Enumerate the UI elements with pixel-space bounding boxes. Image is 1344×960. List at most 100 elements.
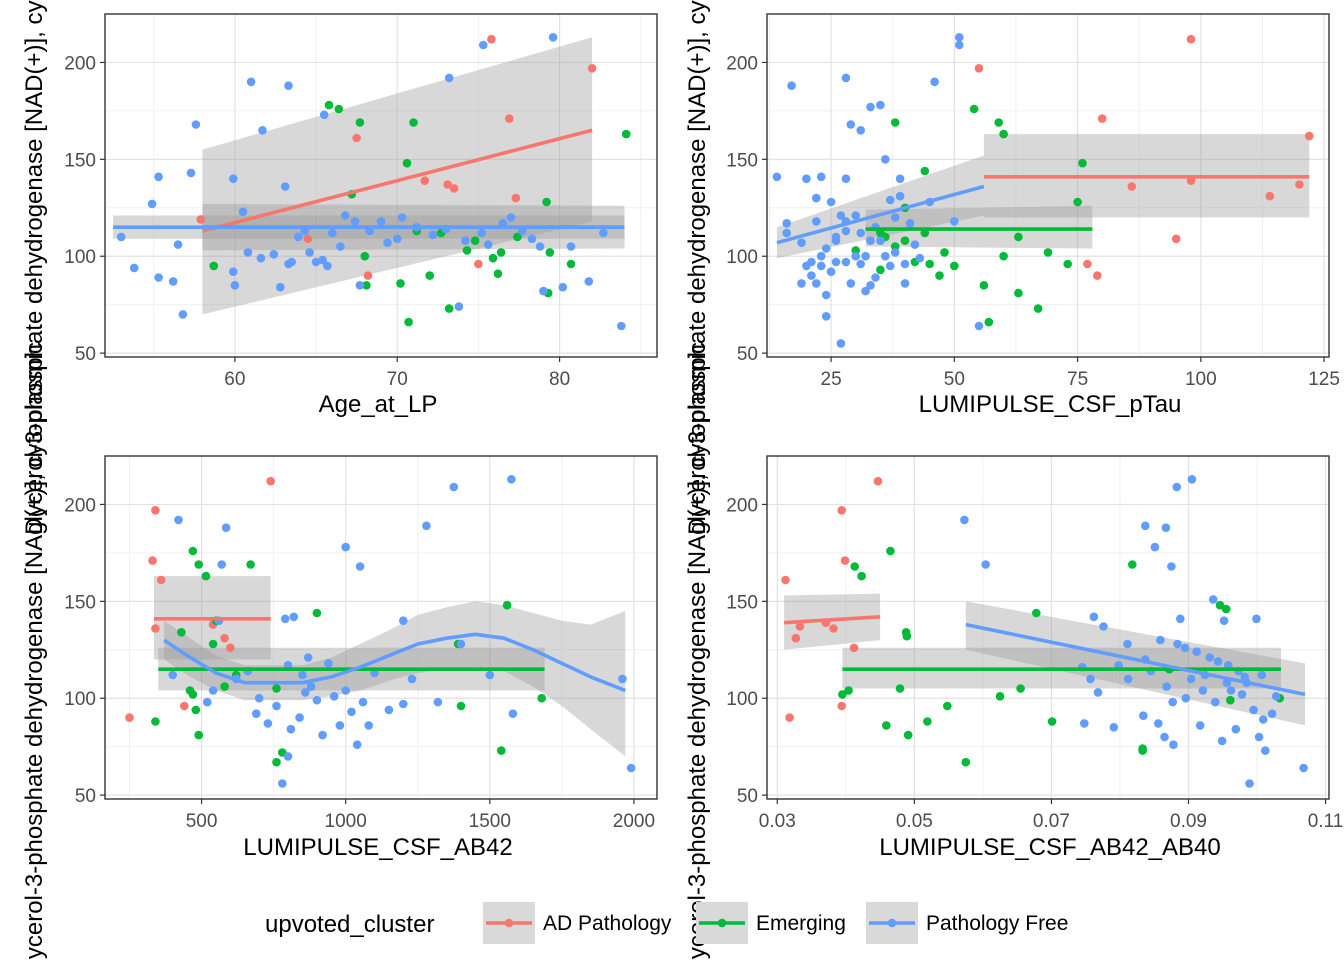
data-point bbox=[850, 562, 859, 571]
data-point bbox=[807, 271, 816, 280]
data-point bbox=[940, 248, 949, 257]
x-tick-label: 1000 bbox=[325, 811, 367, 832]
data-point bbox=[362, 281, 371, 290]
data-point bbox=[838, 690, 847, 699]
data-point bbox=[599, 228, 608, 238]
data-point bbox=[537, 693, 546, 703]
data-point bbox=[324, 659, 333, 668]
data-point bbox=[1047, 717, 1057, 726]
data-point bbox=[1254, 732, 1264, 742]
legend-key-point bbox=[717, 918, 727, 928]
data-point bbox=[180, 701, 189, 711]
data-point bbox=[286, 724, 296, 734]
data-point bbox=[220, 633, 229, 643]
data-point bbox=[449, 184, 459, 193]
panel-1: 50 100 150 200 60 70 80 Age_at_LP bbox=[64, 13, 658, 418]
data-point bbox=[802, 174, 811, 183]
data-point bbox=[254, 693, 264, 703]
data-point bbox=[1123, 639, 1132, 649]
data-point bbox=[895, 684, 905, 693]
data-point bbox=[293, 232, 303, 242]
data-point bbox=[841, 174, 851, 183]
data-point bbox=[283, 752, 293, 761]
data-point bbox=[185, 686, 195, 695]
data-point bbox=[821, 290, 831, 300]
data-point bbox=[943, 701, 952, 711]
data-point bbox=[454, 302, 464, 311]
data-point bbox=[229, 174, 238, 183]
panel-background bbox=[767, 14, 1329, 357]
data-point bbox=[856, 126, 865, 135]
data-point bbox=[269, 250, 279, 259]
data-point bbox=[221, 523, 231, 532]
data-point bbox=[871, 273, 880, 282]
data-point bbox=[846, 120, 856, 129]
data-point bbox=[836, 211, 846, 220]
data-point bbox=[329, 692, 339, 701]
data-point bbox=[856, 259, 865, 269]
data-point bbox=[900, 259, 910, 269]
data-point bbox=[881, 251, 890, 261]
data-point bbox=[841, 226, 851, 236]
data-point bbox=[974, 321, 984, 331]
data-point bbox=[545, 248, 555, 257]
fit-line bbox=[776, 184, 985, 245]
data-point bbox=[925, 259, 934, 269]
data-point bbox=[177, 628, 186, 637]
data-point bbox=[812, 217, 821, 226]
data-point bbox=[156, 575, 166, 585]
data-point bbox=[617, 321, 626, 331]
data-point bbox=[404, 317, 413, 327]
data-point bbox=[506, 213, 516, 222]
data-point bbox=[857, 571, 866, 581]
data-point bbox=[900, 279, 910, 288]
data-point bbox=[246, 560, 255, 569]
data-point bbox=[352, 133, 361, 143]
data-point bbox=[1162, 682, 1171, 691]
data-point bbox=[1198, 686, 1208, 695]
data-point bbox=[154, 172, 163, 182]
data-point bbox=[587, 64, 597, 73]
data-point bbox=[1205, 653, 1214, 662]
data-point bbox=[1172, 482, 1182, 492]
data-point bbox=[168, 277, 178, 286]
data-point bbox=[974, 64, 984, 73]
data-point bbox=[1237, 690, 1247, 699]
data-point bbox=[781, 575, 790, 585]
data-point bbox=[1173, 639, 1182, 649]
data-point bbox=[785, 713, 794, 722]
data-point bbox=[851, 251, 860, 261]
y-axis-label: glycerol-3-phosphate dehydrogenase [NAD(… bbox=[21, 342, 48, 960]
fit-line bbox=[783, 615, 881, 625]
data-point bbox=[950, 261, 959, 271]
data-point bbox=[905, 219, 915, 228]
data-point bbox=[148, 556, 157, 565]
data-point bbox=[841, 73, 851, 83]
data-point bbox=[1169, 740, 1178, 749]
data-point bbox=[791, 633, 801, 643]
data-point bbox=[876, 236, 885, 245]
data-point bbox=[831, 232, 841, 242]
data-point bbox=[306, 682, 316, 691]
data-point bbox=[1208, 595, 1218, 604]
data-point bbox=[341, 211, 350, 220]
data-point bbox=[1299, 763, 1308, 773]
data-point bbox=[1226, 686, 1236, 695]
data-point bbox=[816, 261, 826, 271]
y-tick-label: 150 bbox=[726, 592, 758, 613]
data-point bbox=[191, 120, 201, 129]
y-axis-label: glycerol-3-phosphate dehydrogenase [NAD(… bbox=[684, 342, 711, 960]
data-point bbox=[420, 176, 430, 185]
data-point bbox=[826, 197, 836, 207]
data-point bbox=[1014, 232, 1023, 242]
data-point bbox=[399, 699, 408, 709]
data-point bbox=[470, 236, 480, 245]
data-point bbox=[383, 238, 392, 247]
x-axis-label: LUMIPULSE_CSF_pTau bbox=[919, 391, 1182, 418]
data-point bbox=[505, 114, 514, 123]
data-point bbox=[397, 213, 407, 222]
data-point bbox=[903, 730, 913, 740]
data-point bbox=[1097, 114, 1107, 123]
data-point bbox=[846, 279, 856, 288]
y-tick-label: 100 bbox=[726, 247, 758, 268]
